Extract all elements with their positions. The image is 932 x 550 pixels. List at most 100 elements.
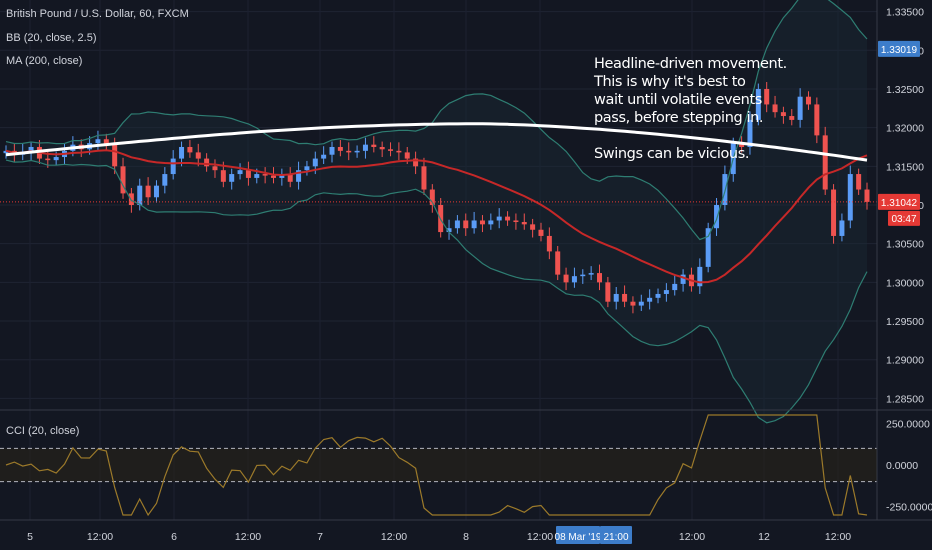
- candle-body: [814, 104, 820, 136]
- candle-body: [647, 297, 653, 302]
- candle-body: [780, 112, 786, 117]
- candle-body: [605, 282, 611, 302]
- x-tick-label: 12:00: [87, 531, 113, 543]
- candle-body: [588, 273, 594, 275]
- candle-body: [413, 158, 419, 167]
- candle-body: [454, 220, 460, 229]
- candle-body: [463, 220, 469, 229]
- bollinger-band-fill: [6, 0, 867, 423]
- chart-annotation[interactable]: Headline-driven movement. This is why it…: [594, 55, 787, 163]
- candle-body: [471, 220, 477, 229]
- ma-legend[interactable]: MA (200, close): [6, 55, 83, 67]
- y-tick-label: 1.29000: [886, 355, 924, 367]
- annotation-line: Swings can be vicious.: [594, 146, 750, 162]
- candle-body: [555, 251, 561, 275]
- symbol-legend[interactable]: British Pound / U.S. Dollar, 60, FXCM: [6, 8, 189, 20]
- candle-body: [28, 146, 34, 153]
- candle-body: [245, 170, 251, 178]
- bollinger-fill: [6, 0, 867, 423]
- candle-body: [304, 166, 310, 171]
- candle-body: [580, 274, 586, 277]
- candle-body: [312, 158, 318, 167]
- candle-body: [638, 301, 644, 306]
- annotation-line: wait until volatile events: [594, 92, 762, 108]
- candle-body: [747, 119, 753, 147]
- countdown-badge: [888, 210, 920, 226]
- candle-body: [546, 235, 552, 252]
- cci-tick-label: 0.0000: [886, 460, 918, 472]
- candle-body: [705, 228, 711, 267]
- candle-body: [755, 88, 761, 120]
- candle-body: [839, 220, 845, 236]
- y-tick-label: 1.30000: [886, 277, 924, 289]
- upper-band-badge: [878, 40, 920, 57]
- candle-body: [187, 146, 193, 153]
- candle-body: [229, 174, 235, 182]
- candle-body: [153, 185, 159, 198]
- candle-body: [321, 154, 327, 159]
- candle-body: [764, 88, 770, 105]
- candle-body: [329, 146, 335, 155]
- candle-body: [530, 224, 536, 230]
- ma200-line: [5, 122, 868, 162]
- crosshair-date-badge: [556, 526, 600, 544]
- crosshair-date-label: 08 Mar '19: [555, 532, 602, 543]
- y-tick-label: 1.28500: [886, 393, 924, 405]
- crosshair-time-badge: [600, 526, 632, 544]
- candle-body: [128, 193, 134, 205]
- candle-body: [45, 158, 51, 161]
- candles: [3, 82, 870, 314]
- candle-body: [805, 96, 811, 105]
- y-tick-label: 1.30500: [886, 239, 924, 251]
- candle-body: [388, 149, 394, 151]
- candle-body: [429, 189, 435, 205]
- candle-body: [663, 290, 669, 294]
- candle-body: [797, 96, 803, 120]
- candle-body: [346, 150, 352, 153]
- crosshair-time-label: 21:00: [603, 532, 628, 543]
- y-tick-label: 1.29500: [886, 316, 924, 328]
- x-tick-label: 12:00: [825, 531, 851, 543]
- candle-body: [287, 174, 293, 182]
- candle-body: [563, 274, 569, 283]
- last-price-badge: [878, 193, 920, 210]
- candle-body: [597, 273, 603, 283]
- candle-body: [237, 170, 243, 175]
- candle-body: [396, 150, 402, 153]
- candle-body: [137, 185, 143, 205]
- candle-body: [864, 189, 870, 202]
- candle-body: [714, 205, 720, 229]
- candle-body: [204, 158, 210, 167]
- candle-body: [53, 157, 59, 161]
- candle-body: [571, 276, 577, 283]
- candle-body: [112, 144, 118, 167]
- candle-body: [270, 175, 276, 178]
- candle-body: [613, 293, 619, 302]
- candle-body: [3, 150, 9, 154]
- candle-body: [680, 274, 686, 284]
- candle-body: [831, 189, 837, 236]
- bollinger-legend[interactable]: BB (20, close, 2.5): [6, 32, 97, 44]
- x-tick-label: 6: [171, 531, 177, 543]
- candle-body: [655, 293, 661, 298]
- candle-body: [521, 222, 527, 225]
- annotation-line: pass, before stepping in.: [594, 110, 764, 126]
- x-tick-label: 12:00: [679, 531, 705, 543]
- y-tick-label: 1.32500: [886, 84, 924, 96]
- candle-body: [296, 170, 302, 182]
- last-price-label: 1.31042: [881, 198, 918, 209]
- candle-body: [446, 228, 452, 233]
- candle-body: [254, 174, 260, 178]
- x-tick-label: 12:00: [381, 531, 407, 543]
- bollinger-lower: [5, 159, 868, 424]
- candle-body: [262, 174, 268, 176]
- candle-body: [622, 293, 628, 302]
- candle-body: [354, 150, 360, 153]
- candle-body: [103, 139, 109, 145]
- cci-tick-label: -250.0000: [886, 502, 932, 514]
- cci-line: [5, 414, 868, 517]
- upper-band-label: 1.33019: [881, 45, 918, 56]
- cci-legend[interactable]: CCI (20, close): [6, 425, 80, 437]
